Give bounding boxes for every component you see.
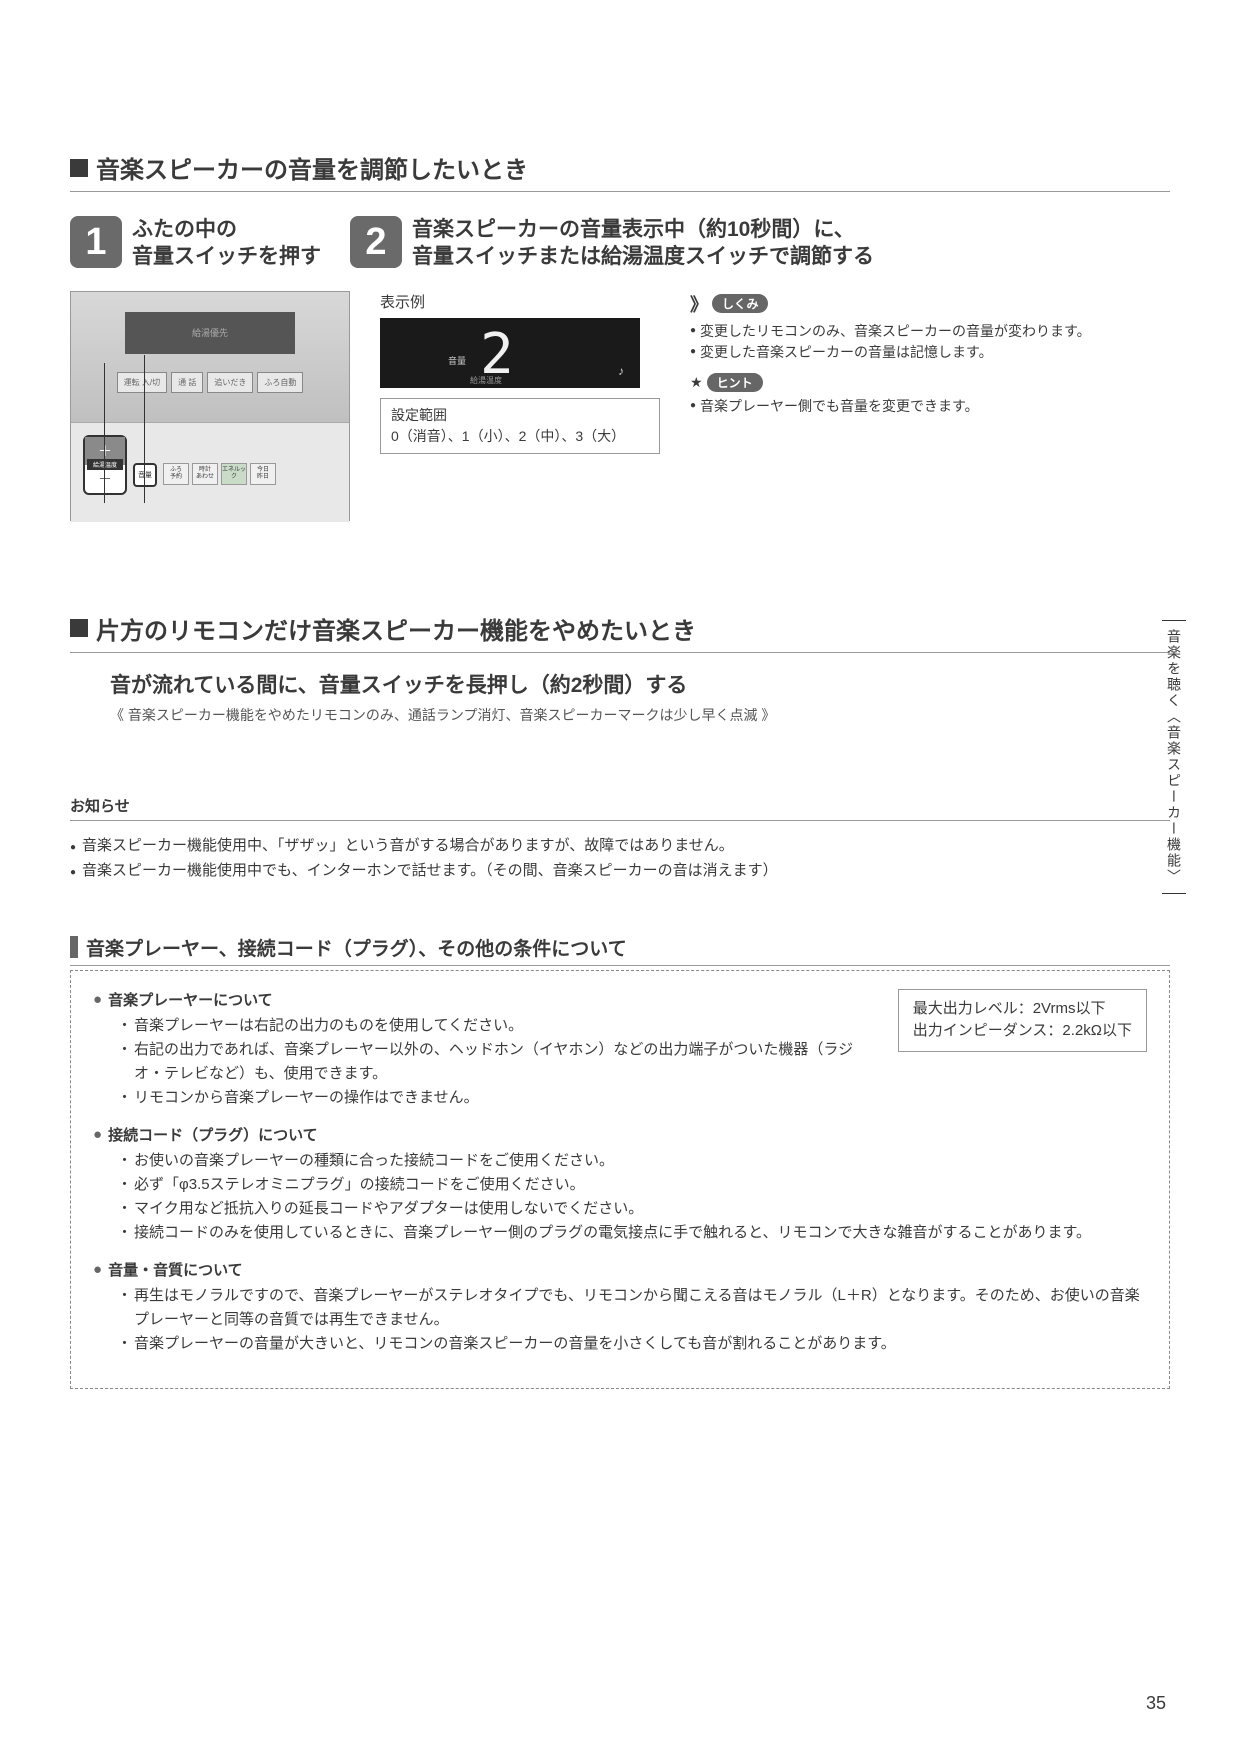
- section2-title: 片方のリモコンだけ音楽スピーカー機能をやめたいとき: [70, 611, 1170, 653]
- conditions-box: 最大出力レベル：2Vrms以下 出力インピーダンス：2.2kΩ以下 音楽プレーヤ…: [70, 970, 1170, 1389]
- cond-group-2: 接続コード（プラグ）について お使いの音楽プレーヤーの種類に合った接続コードをご…: [93, 1124, 1147, 1245]
- step-1: 1 ふたの中の 音量スイッチを押す: [70, 216, 330, 271]
- cond-1-3: リモコンから音楽プレーヤーの操作はできません。: [134, 1086, 479, 1110]
- callout-line-2: [144, 355, 145, 503]
- cond-3-1: 再生はモノラルですので、音楽プレーヤーがステレオタイプでも、リモコンから聞こえる…: [134, 1284, 1147, 1332]
- badge-hint: ヒント: [707, 373, 763, 392]
- remote-screen: 給湯優先: [125, 312, 295, 354]
- lcd-bottom-label: 給湯温度: [470, 375, 502, 386]
- notice-title: お知らせ: [70, 795, 1170, 821]
- square-marker: [70, 159, 88, 177]
- range-title: 設定範囲: [391, 405, 649, 426]
- star-icon: ★: [690, 374, 703, 391]
- spec-line-2: 出力インピーダンス：2.2kΩ以下: [913, 1020, 1132, 1043]
- section2-title-text: 片方のリモコンだけ音楽スピーカー機能をやめたいとき: [96, 611, 696, 646]
- lcd-screen: 音量 2 給湯温度 ♪: [380, 318, 640, 388]
- square-marker: [70, 619, 88, 637]
- display-example: 表示例 音量 2 給湯温度 ♪ 設定範囲 0（消音）、1（小）、2（中）、3（大…: [380, 291, 660, 521]
- cond-3-2: 音楽プレーヤーの音量が大きいと、リモコンの音楽スピーカーの音量を小さくしても音が…: [134, 1332, 896, 1356]
- tip-1-1: 変更したリモコンのみ、音楽スピーカーの音量が変わります。: [700, 321, 1091, 342]
- btn-auto: ふろ自動: [257, 372, 303, 393]
- btn-power: 運転 入/切: [117, 372, 167, 393]
- cond-1-2: 右記の出力であれば、音楽プレーヤー以外の、ヘッドホン（イヤホン）などの出力端子が…: [134, 1038, 882, 1086]
- btn-clock: 時計 あわせ: [192, 463, 218, 485]
- range-text: 0（消音）、1（小）、2（中）、3（大）: [391, 426, 649, 447]
- spec-box: 最大出力レベル：2Vrms以下 出力インピーダンス：2.2kΩ以下: [898, 989, 1147, 1052]
- tips-list-1: 変更したリモコンのみ、音楽スピーカーの音量が変わります。 変更した音楽スピーカー…: [690, 321, 1170, 363]
- music-note-icon: ♪: [618, 364, 624, 378]
- volume-button: 音量: [133, 463, 157, 487]
- section1-title: 音楽スピーカーの音量を調節したいとき: [70, 150, 1170, 192]
- cond-2-4: 接続コードのみを使用しているときに、音楽プレーヤー側のプラグの電気接点に手で触れ…: [134, 1221, 1091, 1245]
- notice-item-2: 音楽スピーカー機能使用中でも、インターホンで話せます。（その間、音楽スピーカーの…: [82, 858, 778, 884]
- diagram-row: 給湯優先 運転 入/切 通 話 追いだき ふろ自動 ＋ － 給湯温度 音量 ふろ…: [70, 291, 1170, 521]
- notice-section: お知らせ 音楽スピーカー機能使用中、「ザザッ」という音がする場合がありますが、故…: [70, 795, 1170, 884]
- small-button-row: ふろ 予約 時計 あわせ エネルック 今日 昨日: [163, 463, 276, 485]
- bar-marker: [70, 936, 78, 958]
- btn-reheat: 追いだき: [207, 372, 253, 393]
- step-2-num: 2: [350, 216, 402, 268]
- notice-item-1: 音楽スピーカー機能使用中、「ザザッ」という音がする場合がありますが、故障ではあり…: [82, 833, 734, 859]
- cond-2-3: マイク用など抵抗入りの延長コードやアダプターは使用しないでください。: [134, 1197, 643, 1221]
- display-label: 表示例: [380, 291, 660, 312]
- range-box: 設定範囲 0（消音）、1（小）、2（中）、3（大）: [380, 398, 660, 454]
- btn-today: 今日 昨日: [250, 463, 276, 485]
- callout-line-1: [104, 363, 105, 503]
- badge-shikumi: しくみ: [712, 294, 768, 313]
- spec-line-1: 最大出力レベル：2Vrms以下: [913, 998, 1132, 1021]
- cond-head-3: 音量・音質について: [93, 1259, 1147, 1280]
- section1-title-text: 音楽スピーカーの音量を調節したいとき: [96, 150, 528, 185]
- btn-enelook: エネルック: [221, 463, 247, 485]
- cond-head-1: 音楽プレーヤーについて: [93, 989, 882, 1010]
- cond-head-2: 接続コード（プラグ）について: [93, 1124, 1147, 1145]
- tips-column: 》 しくみ 変更したリモコンのみ、音楽スピーカーの音量が変わります。 変更した音…: [690, 291, 1170, 521]
- side-tab: 音楽を聴く︿音楽スピーカー機能﹀: [1162, 620, 1186, 894]
- cond-2-2: 必ず「φ3.5ステレオミニプラグ」の接続コードをご使用ください。: [134, 1173, 585, 1197]
- btn-bath-reserve: ふろ 予約: [163, 463, 189, 485]
- tip-1-2: 変更した音楽スピーカーの音量は記憶します。: [700, 342, 993, 363]
- rocker-label: 給湯温度: [87, 459, 123, 470]
- remote-diagram: 給湯優先 運転 入/切 通 話 追いだき ふろ自動 ＋ － 給湯温度 音量 ふろ…: [70, 291, 350, 521]
- cond-1-1: 音楽プレーヤーは右記の出力のものを使用してください。: [134, 1014, 523, 1038]
- conditions-section: 音楽プレーヤー、接続コード（プラグ）、その他の条件について 最大出力レベル：2V…: [70, 934, 1170, 1389]
- tip-2-1: 音楽プレーヤー側でも音量を変更できます。: [700, 396, 979, 417]
- step-2-text: 音楽スピーカーの音量表示中（約10秒間）に、 音量スイッチまたは給湯温度スイッチ…: [412, 216, 874, 271]
- tips-list-2: 音楽プレーヤー側でも音量を変更できます。: [690, 396, 1170, 417]
- page-number: 35: [1146, 1693, 1166, 1714]
- cond-2-1: お使いの音楽プレーヤーの種類に合った接続コードをご使用ください。: [134, 1149, 614, 1173]
- section2-instruction: 音が流れている間に、音量スイッチを長押し（約2秒間）する: [110, 669, 1170, 699]
- cond-group-3: 音量・音質について 再生はモノラルですので、音楽プレーヤーがステレオタイプでも、…: [93, 1259, 1147, 1356]
- conditions-title-row: 音楽プレーヤー、接続コード（プラグ）、その他の条件について: [70, 934, 1170, 966]
- step-1-num: 1: [70, 216, 122, 268]
- step-1-text: ふたの中の 音量スイッチを押す: [132, 216, 321, 271]
- chevron-icon: 》: [690, 291, 708, 317]
- conditions-title: 音楽プレーヤー、接続コード（プラグ）、その他の条件について: [86, 934, 627, 961]
- lcd-volume-label: 音量: [448, 354, 466, 367]
- steps-row: 1 ふたの中の 音量スイッチを押す 2 音楽スピーカーの音量表示中（約10秒間）…: [70, 216, 1170, 271]
- step-2: 2 音楽スピーカーの音量表示中（約10秒間）に、 音量スイッチまたは給湯温度スイ…: [350, 216, 1170, 271]
- temp-rocker: ＋ － 給湯温度: [83, 435, 127, 495]
- btn-call: 通 話: [171, 372, 203, 393]
- remote-main-buttons: 運転 入/切 通 話 追いだき ふろ自動: [81, 372, 339, 393]
- section2-sub: 《 音楽スピーカー機能をやめたリモコンのみ、通話ランプ消灯、音楽スピーカーマーク…: [110, 705, 1170, 725]
